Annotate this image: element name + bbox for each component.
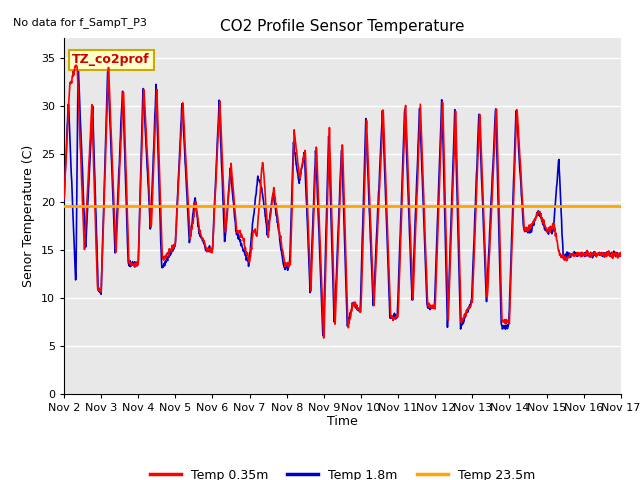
Legend: Temp 0.35m, Temp 1.8m, Temp 23.5m: Temp 0.35m, Temp 1.8m, Temp 23.5m (145, 464, 540, 480)
Text: No data for f_SampT_P3: No data for f_SampT_P3 (13, 17, 147, 28)
Y-axis label: Senor Temperature (C): Senor Temperature (C) (22, 145, 35, 287)
Text: TZ_co2prof: TZ_co2prof (72, 53, 150, 66)
X-axis label: Time: Time (327, 415, 358, 429)
Title: CO2 Profile Sensor Temperature: CO2 Profile Sensor Temperature (220, 20, 465, 35)
